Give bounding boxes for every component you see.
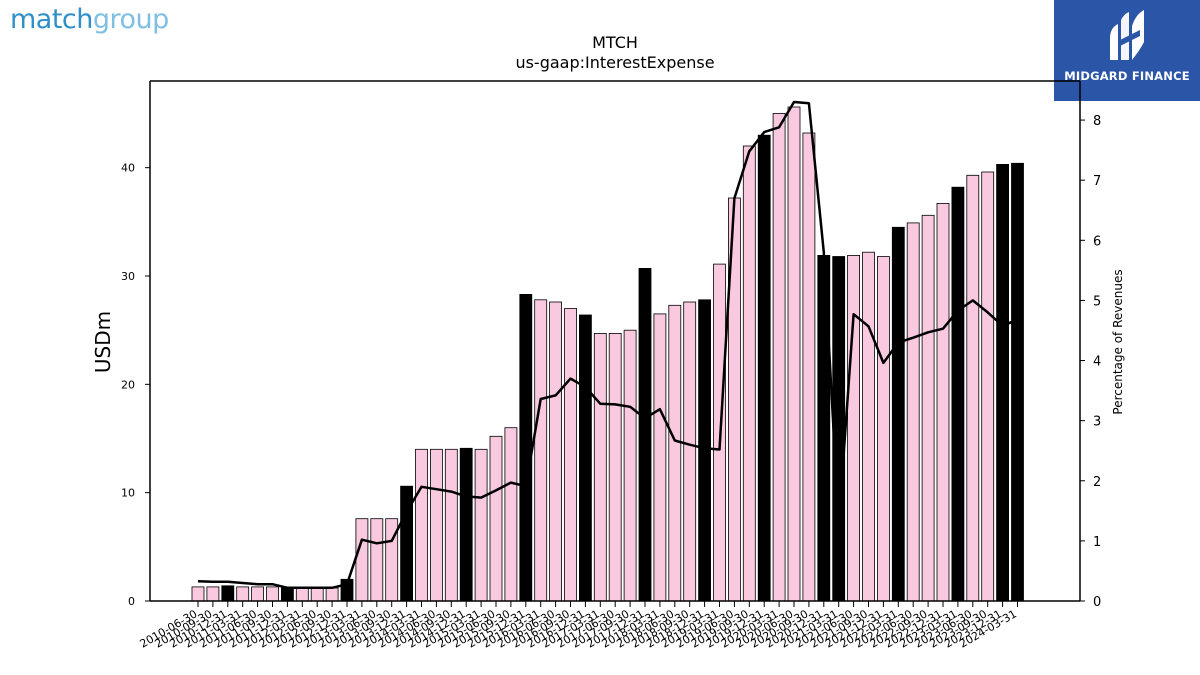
chart-title: MTCH	[592, 33, 638, 52]
logo-text-match: match	[10, 4, 93, 35]
logo-text-group: group	[92, 4, 169, 35]
bar	[564, 308, 577, 602]
y-tick-label: 30	[121, 270, 135, 283]
bar	[221, 585, 235, 602]
bar	[206, 586, 220, 602]
revenue-percentage-line	[197, 100, 1018, 590]
y2-tick-label: 5	[1093, 294, 1101, 309]
bar	[489, 435, 503, 602]
bar	[429, 448, 443, 602]
y2-tick-label: 0	[1093, 595, 1101, 610]
revenue-percentage-series	[197, 100, 1018, 590]
bar	[191, 586, 205, 602]
bar	[266, 586, 279, 602]
bar	[996, 163, 1009, 602]
bar	[653, 313, 667, 602]
bar	[757, 134, 771, 602]
bar-series	[191, 106, 1024, 602]
y2-axis-label: Percentage of Revenues	[1111, 269, 1125, 414]
bar	[608, 332, 622, 602]
y-tick-label: 0	[128, 595, 135, 608]
bar	[683, 301, 697, 602]
midgard-finance-logo: MIDGARD FINANCE	[1054, 0, 1200, 101]
y-tick-label: 10	[121, 487, 135, 500]
bar	[891, 226, 905, 602]
bar	[877, 256, 890, 602]
bar	[504, 427, 518, 602]
bar	[415, 448, 428, 602]
bar	[847, 254, 860, 602]
bar	[1011, 162, 1024, 602]
midgard-logo-mark-icon	[1110, 10, 1144, 60]
bar	[623, 329, 637, 602]
bar	[951, 186, 965, 602]
y2-tick-label: 6	[1093, 234, 1101, 249]
bar	[251, 586, 265, 602]
y2-tick-label: 2	[1093, 475, 1101, 490]
y-tick-label: 20	[121, 378, 135, 391]
bar	[236, 586, 250, 602]
bar	[549, 301, 562, 602]
y2-tick-label: 3	[1093, 415, 1101, 430]
midgard-logo-text: MIDGARD FINANCE	[1064, 69, 1190, 83]
bar	[355, 518, 369, 602]
bar	[698, 299, 711, 602]
bar	[862, 251, 875, 602]
bar	[668, 304, 682, 602]
bar	[310, 587, 324, 602]
bar	[534, 299, 548, 602]
tick-labels: 0102030400123456782010-06-302010-09-3020…	[121, 114, 1101, 650]
bar	[638, 267, 652, 602]
bar	[325, 587, 339, 602]
bar	[280, 587, 294, 602]
bar	[370, 518, 384, 602]
y-tick-label: 40	[121, 162, 135, 175]
bar	[787, 106, 801, 602]
bar	[742, 145, 756, 602]
chart-subtitle: us-gaap:InterestExpense	[515, 53, 714, 72]
y2-tick-label: 1	[1093, 535, 1101, 550]
y2-tick-label: 8	[1093, 114, 1101, 129]
bar	[519, 293, 533, 602]
bar	[444, 448, 458, 602]
bar	[593, 332, 607, 602]
bar	[459, 447, 473, 602]
bar	[474, 448, 488, 602]
y2-tick-label: 4	[1093, 355, 1101, 370]
bar	[772, 113, 786, 602]
bar	[966, 174, 980, 602]
bar	[906, 222, 920, 602]
bar	[802, 132, 816, 602]
matchgroup-logo: matchgroup	[10, 4, 169, 35]
y2-tick-label: 7	[1093, 174, 1101, 189]
bar	[921, 214, 935, 602]
bar	[579, 314, 592, 602]
bar	[936, 202, 950, 602]
bar	[295, 587, 309, 602]
y-axis-label: USDm	[91, 311, 115, 373]
bar	[981, 171, 995, 602]
